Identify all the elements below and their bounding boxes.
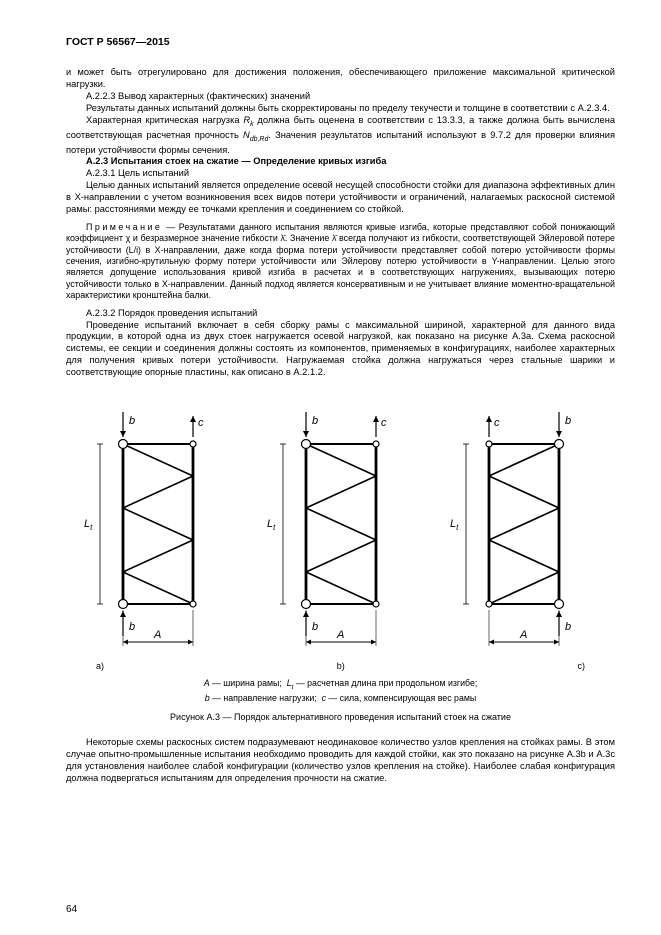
svg-text:c: c <box>198 417 204 429</box>
page-number: 64 <box>66 904 77 917</box>
text: Характерная критическая нагрузка <box>86 115 243 125</box>
paragraph: А.2.2.3 Вывод характерных (фактических) … <box>66 91 615 103</box>
paragraph: Результаты данных испытаний должны быть … <box>66 103 615 115</box>
heading: А.2.3 Испытания стоек на сжатие — Опреде… <box>66 156 615 168</box>
paragraph: Целью данных испытаний является определе… <box>66 180 615 216</box>
figure-c: b b c Lt A <box>432 389 615 659</box>
svg-text:A: A <box>519 629 527 641</box>
svg-text:b: b <box>565 415 571 427</box>
page: ГОСТ Р 56567—2015 и может быть отрегулир… <box>0 0 661 935</box>
note-label: Примечание <box>86 222 162 232</box>
figure-row: b b c Lt A b b c Lt A b b c Lt A <box>66 389 615 659</box>
figure-caption: Рисунок А.3 — Порядок альтернативного пр… <box>66 712 615 724</box>
label-a: a) <box>96 661 104 673</box>
paragraph: Проведение испытаний включает в себя сбо… <box>66 320 615 379</box>
figure-b: b b c Lt A <box>249 389 432 659</box>
paragraph: Характерная критическая нагрузка Rk долж… <box>66 115 615 156</box>
note: Примечание — Результатами данного испыта… <box>66 222 615 302</box>
svg-text:b: b <box>129 415 135 427</box>
svg-text:Lt: Lt <box>84 518 93 532</box>
svg-text:b: b <box>312 415 318 427</box>
paragraph: А.2.3.2 Порядок проведения испытаний <box>66 308 615 320</box>
svg-text:b: b <box>129 621 135 633</box>
svg-text:c: c <box>381 417 387 429</box>
svg-text:b: b <box>312 621 318 633</box>
label-c: c) <box>578 661 586 673</box>
legend: A — ширина рамы; Lt — расчетная длина пр… <box>66 678 615 703</box>
paragraph: Некоторые схемы раскосных систем подразу… <box>66 737 615 785</box>
paragraph: и может быть отрегулировано для достижен… <box>66 67 615 91</box>
svg-text:c: c <box>494 417 500 429</box>
svg-text:Lt: Lt <box>267 518 276 532</box>
paragraph: А.2.3.1 Цель испытаний <box>66 168 615 180</box>
note-body: — Результатами данного испытания являютс… <box>66 222 615 300</box>
svg-text:Lt: Lt <box>450 518 459 532</box>
svg-text:b: b <box>565 621 571 633</box>
figure-a: b b c Lt A <box>66 389 249 659</box>
svg-text:A: A <box>336 629 344 641</box>
figure-labels: a) b) c) <box>66 661 615 673</box>
label-b: b) <box>337 661 345 673</box>
svg-text:A: A <box>153 629 161 641</box>
doc-header: ГОСТ Р 56567—2015 <box>66 36 615 49</box>
